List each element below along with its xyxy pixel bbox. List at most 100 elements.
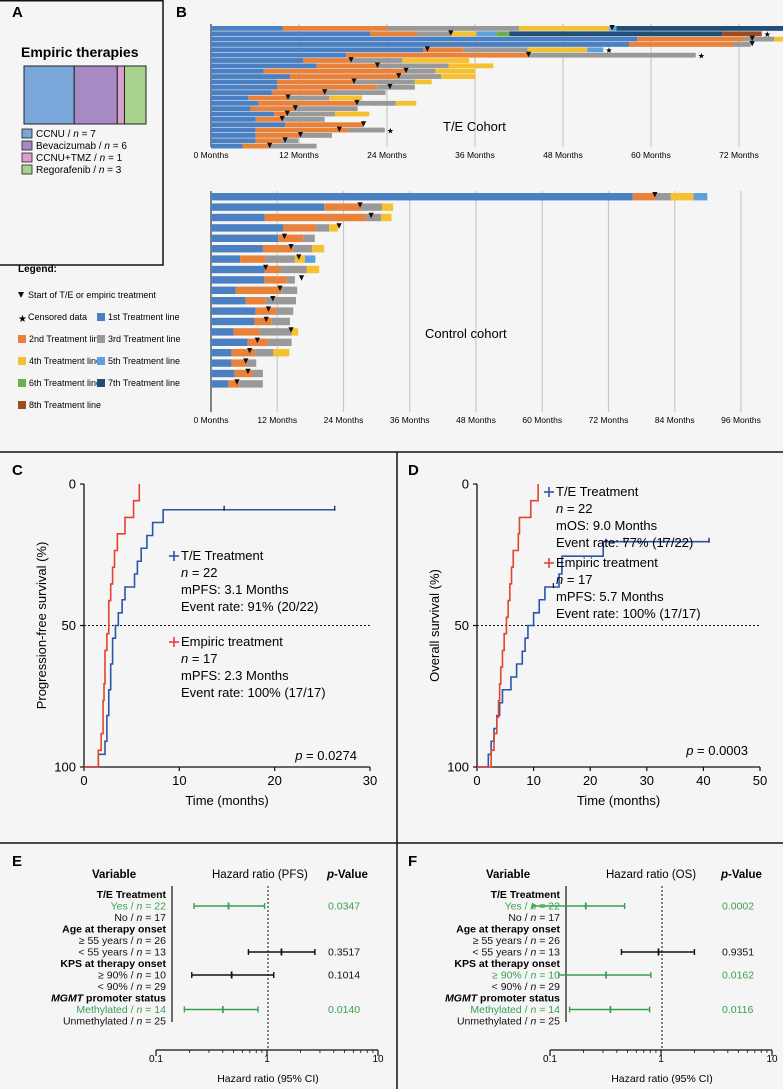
ctrl-bar-segment: [312, 245, 325, 253]
te-bar-segment: [211, 106, 251, 112]
te-bar-segment: [255, 138, 282, 144]
te-bar-segment: [211, 79, 277, 85]
ctrl-tick-label: 0 Months: [194, 415, 229, 425]
te-bar-segment: [211, 68, 264, 74]
te-bar-segment: [211, 63, 317, 69]
te-bar-segment: [281, 138, 299, 144]
d-legend-text: Empiric treatment: [556, 555, 658, 570]
e-row-label: ≥ 90% / n = 10: [98, 970, 166, 982]
ctrl-start-marker: [368, 212, 374, 219]
panel-a-empiric-therapies: Empiric therapies CCNU / n = 7Bevacizuma…: [21, 44, 147, 176]
te-bar-segment: [211, 58, 304, 63]
legend-start-text: Start of T/E or empiric treatment: [28, 290, 156, 300]
te-bar-segment: [402, 58, 470, 63]
te-bar-segment: [519, 26, 610, 31]
te-bar-segment: [528, 52, 696, 58]
ctrl-start-marker: [270, 296, 276, 302]
f-row-label: ≥ 90% / n = 10: [492, 970, 560, 982]
f-p-value: 0.0116: [722, 1004, 753, 1016]
te-start-marker: [354, 99, 360, 106]
te-bar-segment: [290, 74, 399, 79]
ctrl-bar-segment: [264, 213, 367, 222]
te-start-marker: [360, 121, 367, 127]
te-bar-segment: [637, 36, 745, 42]
control-cohort-label: Control cohort: [425, 326, 507, 341]
treatment-line-swatch-4: [18, 357, 26, 365]
te-bar-segment: [300, 133, 332, 138]
e-col-hazard: Hazard ratio (PFS): [212, 869, 308, 881]
d-x-tick-label: 20: [583, 773, 597, 788]
ctrl-tick-label: 96 Months: [721, 415, 761, 425]
c-y-tick-label: 0: [69, 477, 76, 492]
c-curve-empiric: [84, 484, 141, 768]
start-marker-icon: [18, 292, 24, 298]
te-bar-segment: [329, 95, 363, 101]
mosaic-tile-3: [123, 65, 147, 125]
te-start-marker: [336, 126, 342, 133]
te-bar-segment: [406, 68, 436, 74]
te-start-marker: [348, 57, 354, 63]
f-row-label: < 90% / n = 29: [492, 981, 560, 993]
ctrl-bar-segment: [281, 286, 298, 294]
te-bar-segment: [629, 42, 734, 47]
treatment-line-label-3: 3rd Treatment line: [108, 334, 181, 344]
panel-label-c: C: [12, 462, 23, 479]
c-p-value: p = 0.0274: [294, 748, 357, 763]
te-start-marker: [396, 73, 402, 79]
e-col-pvalue: p-Value: [326, 869, 368, 881]
te-bar-segment: [463, 47, 528, 53]
d-p-value: p = 0.0003: [685, 743, 748, 758]
f-row-label: No / n = 17: [508, 912, 560, 924]
te-start-marker: [424, 46, 430, 52]
te-start-marker: [609, 25, 615, 31]
c-legend-text: T/E Treatment: [181, 548, 264, 563]
c-y-tick-label: 50: [62, 618, 76, 633]
ctrl-tick-label: 24 Months: [324, 415, 364, 425]
f-p-value: 0.0162: [722, 970, 754, 982]
te-bar-segment: [387, 26, 519, 31]
e-p-value: 0.1014: [328, 970, 360, 982]
ctrl-bar-segment: [211, 349, 232, 357]
ctrl-start-marker: [247, 348, 253, 354]
te-bar-segment: [348, 127, 385, 133]
f-row-label: ≥ 55 years / n = 26: [473, 935, 560, 947]
c-x-tick-label: 20: [267, 773, 281, 788]
te-bar-segment: [277, 79, 354, 85]
ctrl-start-marker: [263, 264, 269, 271]
ctrl-tick-label: 48 Months: [456, 415, 496, 425]
te-bar-segment: [395, 100, 417, 106]
te-start-marker: [387, 83, 393, 90]
f-row-header: MGMT promoter status: [445, 993, 560, 1005]
ctrl-start-marker: [243, 358, 249, 364]
legend-item-2: CCNU+TMZ / n = 1: [36, 153, 123, 164]
panel-b-swimmer-plots: 0 Months 12 Months 24 Months 36 Months 48 Mo…: [18, 24, 783, 425]
ctrl-bar-segment: [670, 193, 694, 201]
d-x-label: Time (months): [577, 793, 660, 808]
te-start-marker: [285, 94, 291, 101]
f-row-header: T/E Treatment: [491, 889, 561, 901]
ctrl-start-marker: [336, 223, 342, 229]
ctrl-bar-segment: [211, 255, 241, 263]
te-bar-segment: [211, 122, 286, 128]
panel-a-title: Empiric therapies: [21, 44, 139, 60]
ctrl-start-marker: [298, 275, 305, 281]
ctrl-bar-segment: [280, 265, 307, 274]
f-col-variable: Variable: [486, 869, 530, 881]
ctrl-bar-segment: [329, 224, 338, 232]
e-row-label: Methylated / n = 14: [76, 1004, 166, 1016]
f-row-header: KPS at therapy onset: [454, 958, 560, 970]
ctrl-tick-label: 72 Months: [589, 415, 629, 425]
treatment-line-legend: 1st Treatment line 2nd Treatment line 3rd …: [18, 312, 181, 410]
te-bar-segment: [334, 111, 370, 117]
ctrl-bar-segment: [211, 224, 284, 232]
f-row-label: Unmethylated / n = 25: [457, 1016, 560, 1028]
ctrl-bar-segment: [211, 307, 256, 315]
te-cohort-label: T/E Cohort: [443, 119, 506, 134]
d-x-tick-label: 50: [753, 773, 767, 788]
te-tick-label: 24 Months: [367, 150, 407, 160]
treatment-line-label-7: 7th Treatment line: [108, 378, 180, 388]
c-legend-text: Event rate: 91% (20/22): [181, 599, 318, 614]
ctrl-bar-segment: [211, 245, 263, 253]
e-row-label: < 55 years / n = 13: [78, 947, 166, 959]
